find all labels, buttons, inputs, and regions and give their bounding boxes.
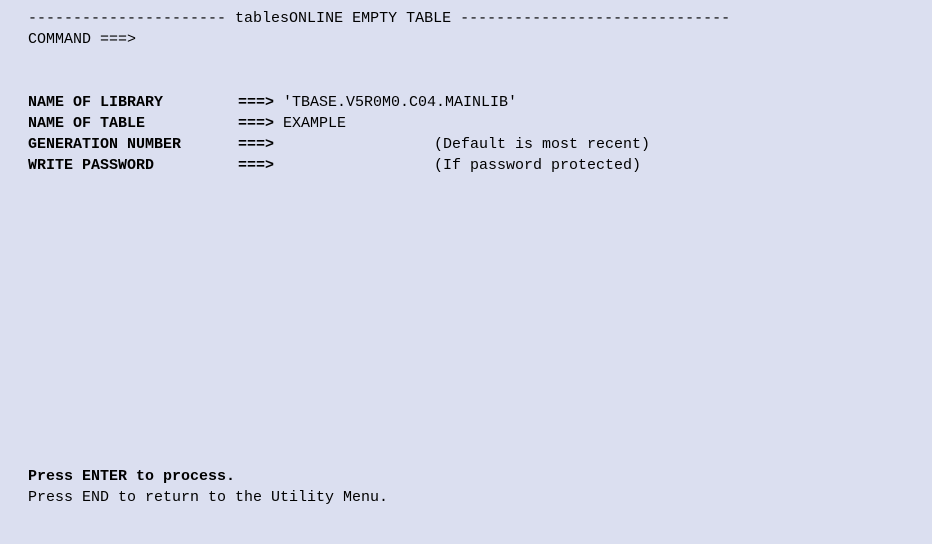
- footer-enter: Press ENTER to process.: [28, 466, 904, 487]
- table-row: NAME OF TABLE===> EXAMPLE: [28, 113, 904, 134]
- generation-input[interactable]: [274, 136, 424, 153]
- generation-value[interactable]: [274, 134, 434, 155]
- generation-arrow: ===>: [238, 134, 274, 155]
- panel-header: ---------------------- tablesONLINE EMPT…: [28, 8, 904, 29]
- library-label: NAME OF LIBRARY: [28, 92, 238, 113]
- table-value[interactable]: EXAMPLE: [274, 113, 434, 134]
- generation-label: GENERATION NUMBER: [28, 134, 238, 155]
- password-hint: (If password protected): [434, 155, 641, 176]
- command-line: COMMAND ===>: [28, 29, 904, 50]
- library-row: NAME OF LIBRARY===> 'TBASE.V5R0M0.C04.MA…: [28, 92, 904, 113]
- generation-hint: (Default is most recent): [434, 134, 650, 155]
- header-dashes-right: ------------------------------: [460, 10, 730, 27]
- generation-row: GENERATION NUMBER===> (Default is most re…: [28, 134, 904, 155]
- password-row: WRITE PASSWORD===> (If password protected…: [28, 155, 904, 176]
- header-dashes-left: ----------------------: [28, 10, 226, 27]
- password-value[interactable]: [274, 155, 434, 176]
- password-input[interactable]: [274, 157, 424, 174]
- table-arrow: ===>: [238, 113, 274, 134]
- command-input[interactable]: [145, 31, 335, 48]
- password-arrow: ===>: [238, 155, 274, 176]
- library-arrow: ===>: [238, 92, 274, 113]
- command-label: COMMAND: [28, 31, 91, 48]
- command-arrow: ===>: [91, 31, 136, 48]
- header-title: tablesONLINE EMPTY TABLE: [226, 10, 460, 27]
- table-label: NAME OF TABLE: [28, 113, 238, 134]
- footer-end: Press END to return to the Utility Menu.: [28, 487, 904, 508]
- password-label: WRITE PASSWORD: [28, 155, 238, 176]
- library-value[interactable]: 'TBASE.V5R0M0.C04.MAINLIB': [274, 92, 517, 113]
